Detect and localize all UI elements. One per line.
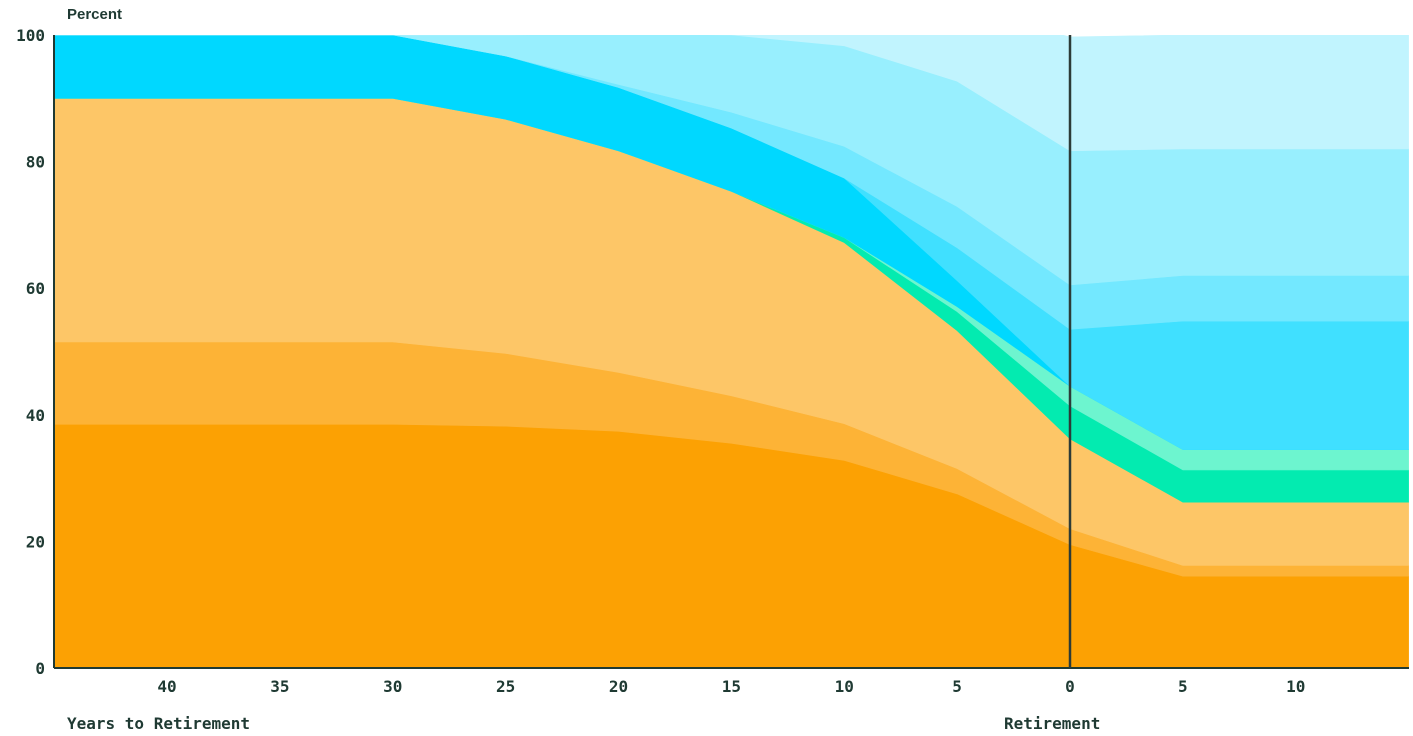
x-tick-label: 10 [1286,677,1305,696]
retirement-label: Retirement [1004,714,1101,733]
x-axis-title: Years to Retirement [67,714,251,733]
x-tick-label: 10 [835,677,854,696]
y-tick-label: 100 [16,26,45,45]
x-tick-label: 15 [722,677,741,696]
x-tick-label: 0 [1065,677,1075,696]
x-tick-label: 40 [157,677,176,696]
x-tick-label: 30 [383,677,402,696]
x-tick-label: 35 [270,677,289,696]
axes [53,35,1409,669]
x-tick-label: 5 [1178,677,1188,696]
y-axis-title: Percent [67,6,123,23]
y-tick-label: 0 [35,659,45,678]
x-tick-label: 25 [496,677,515,696]
area-layers [54,35,1409,668]
tick-labels: 0 20 40 60 80 100 40 35 30 25 20 15 10 5 0 5 10 [16,26,1305,696]
y-tick-label: 60 [26,279,45,298]
y-tick-label: 40 [26,406,45,425]
y-tick-label: 20 [26,532,45,551]
x-tick-label: 20 [609,677,628,696]
y-tick-label: 80 [26,153,45,172]
x-tick-label: 5 [952,677,962,696]
